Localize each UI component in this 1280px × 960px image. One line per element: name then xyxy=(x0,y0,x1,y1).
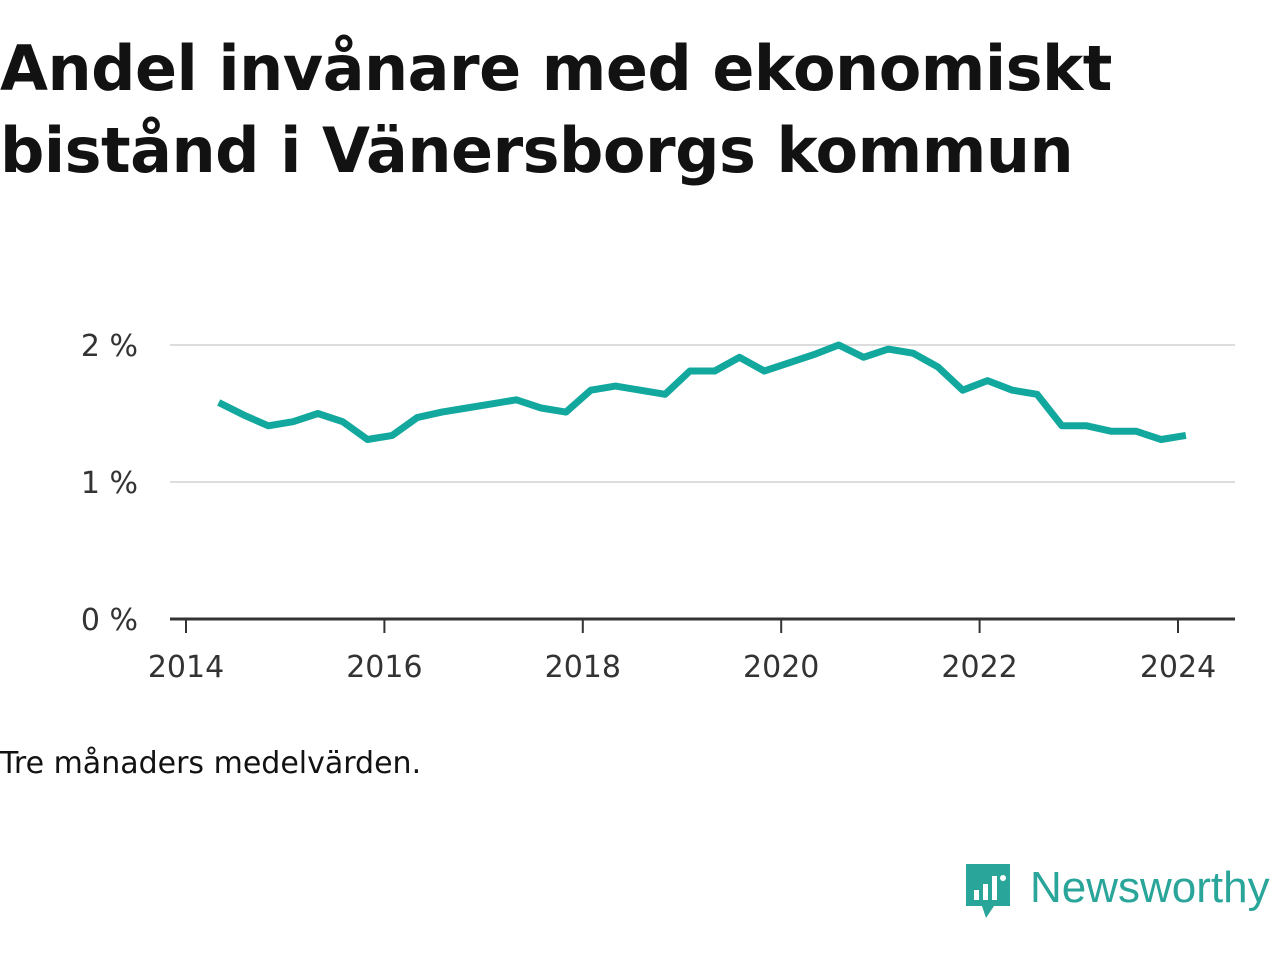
data-point xyxy=(1182,432,1189,439)
data-point xyxy=(934,363,941,370)
data-point xyxy=(885,346,892,353)
series-layer xyxy=(215,341,1189,443)
data-point xyxy=(711,368,718,375)
data-point xyxy=(1158,436,1165,443)
data-point xyxy=(1133,428,1140,435)
data-point xyxy=(810,351,817,358)
data-point xyxy=(414,414,421,421)
data-point xyxy=(959,387,966,394)
data-point xyxy=(612,383,619,390)
y-tick-label: 0 % xyxy=(81,603,138,638)
data-point xyxy=(513,396,520,403)
data-point xyxy=(240,411,247,418)
x-axis: 2014 2016 2018 2020 2022 2024 xyxy=(148,617,1235,685)
data-point xyxy=(860,354,867,361)
data-point xyxy=(984,377,991,384)
data-point xyxy=(339,418,346,425)
data-point xyxy=(1108,428,1115,435)
x-tick-label: 2014 xyxy=(148,650,224,685)
data-point xyxy=(637,387,644,394)
data-point xyxy=(1009,387,1016,394)
data-point xyxy=(1034,391,1041,398)
data-point xyxy=(488,400,495,407)
y-axis-ticks: 0 % 1 % 2 % xyxy=(81,329,138,638)
y-tick-label: 2 % xyxy=(81,329,138,364)
brand-name: Newsworthy xyxy=(1030,863,1270,912)
data-point xyxy=(265,422,272,429)
data-point xyxy=(786,359,793,366)
gridlines xyxy=(170,344,1235,483)
data-point xyxy=(290,418,297,425)
x-tick-label: 2018 xyxy=(545,650,621,685)
x-tick-label: 2016 xyxy=(346,650,422,685)
x-tick-label: 2022 xyxy=(941,650,1017,685)
data-point xyxy=(538,405,545,412)
series-line xyxy=(217,341,1187,443)
newsworthy-logo-icon xyxy=(966,864,1010,918)
data-point xyxy=(662,391,669,398)
data-point xyxy=(686,368,693,375)
data-point xyxy=(314,410,321,417)
data-point xyxy=(587,387,594,394)
chart-caption: Tre månaders medelvärden. xyxy=(0,746,422,781)
data-point xyxy=(1083,422,1090,429)
data-point xyxy=(562,409,569,416)
y-tick-label: 1 % xyxy=(81,466,138,501)
x-tick-label: 2020 xyxy=(743,650,819,685)
data-point xyxy=(835,342,842,349)
line-chart: 0 % 1 % 2 % 2014 2016 2018 2020 2022 2024 xyxy=(81,329,1235,685)
data-point xyxy=(215,399,222,406)
x-tick-label: 2024 xyxy=(1140,650,1216,685)
data-point xyxy=(736,354,743,361)
data-point xyxy=(364,436,371,443)
data-point xyxy=(438,409,445,416)
data-point xyxy=(1058,422,1065,429)
data-point xyxy=(761,368,768,375)
data-point xyxy=(389,432,396,439)
data-point xyxy=(910,350,917,357)
brand-logo: Newsworthy xyxy=(962,860,1270,922)
chart-title: Andel invånare med ekonomiskt bistånd i … xyxy=(0,32,1112,187)
data-point xyxy=(463,405,470,412)
